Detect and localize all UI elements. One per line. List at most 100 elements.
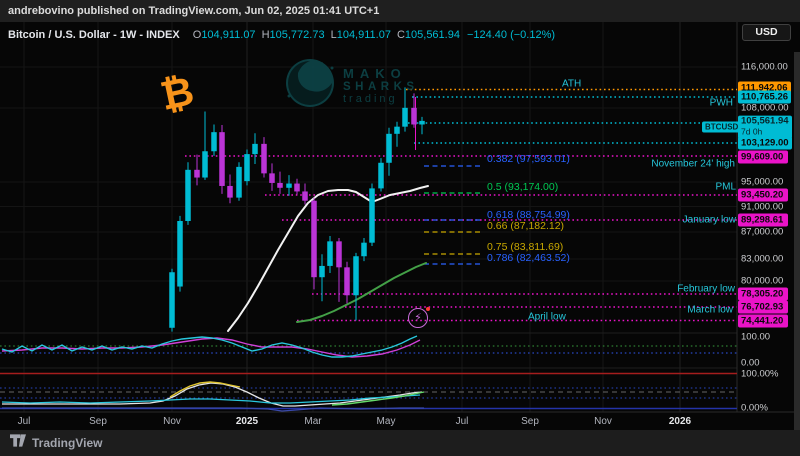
candle-body [177,220,183,287]
price-level-label: 99,609.00 [738,150,788,164]
candle-body [294,183,300,192]
stoch-d-line [1,337,421,358]
panel2-yellow-line [169,381,241,398]
candle-body [211,132,217,152]
ohlc-letter: C [396,29,405,41]
ohlc-values: O104,911.07 H105,772.73 L104,911.07 C105,56… [187,29,460,41]
time-scale[interactable] [0,412,737,430]
current-price-label: 105,561.94 7d 0h [738,115,792,139]
scrollbar[interactable] [794,52,800,456]
fib-label: 0.75 (83,811.69) [487,241,564,253]
ohlc-letter: L [330,29,337,41]
price-axis-label: 108,000.00 [741,102,789,114]
ohlc-letter: H [261,29,270,41]
candle-body [286,183,292,188]
price-axis-label: 116,000.00 [741,61,788,73]
annotation-april-low: April low [528,311,566,322]
candle-body [277,182,283,188]
candle-body [419,120,425,125]
fib-label: 0.66 (87,182.12) [487,220,565,232]
watermark-line1: MAKO [343,66,407,81]
candle-body [236,166,242,198]
candle-body [353,256,359,296]
ohlc-letter: O [192,29,202,41]
symbol-tag: BTCUSD [702,121,742,133]
fib-label: 0.382 (97,593.01) [487,153,570,165]
candle-body [369,188,375,243]
time-tick-label: Sep [521,416,539,427]
panel2-green-line [331,391,425,406]
ma-green-line [296,262,427,323]
price-level-label: 78,305.20 [738,287,788,301]
price-level-label: 74,441.20 [738,314,788,327]
annotation-pml: PML [715,181,736,193]
candle-body [169,272,175,328]
price-axis-label: 0.00 [741,357,760,369]
panel2-cyan-line [1,394,421,404]
fib-label: 0.5 (93,174.00) [487,180,559,193]
fib-label: 0.618 (88,754.99) [487,209,570,221]
price-level-label: 89,298.61 [738,213,788,227]
tradingview-icon[interactable] [10,433,26,453]
currency-button[interactable]: USD [742,24,791,41]
tradingview-footer: TradingView [0,430,800,456]
price-axis-label: 100.00 [741,331,771,343]
price-level-label: 103,129.00 [738,136,792,150]
annotation-march-low: March low [687,304,733,315]
symbol-title[interactable]: Bitcoin / U.S. Dollar - 1W - INDEX [8,29,180,41]
stoch-k-line [1,335,418,358]
candle-body [185,169,191,221]
ohlc-value: 104,911.07 [336,29,391,41]
candle-body [311,200,317,278]
time-tick-label: 2025 [235,416,259,427]
ohlc-value: 105,561.94 [404,29,460,41]
current-price: 105,561.94 [741,115,789,127]
candle-body [252,143,258,155]
lightning-icon: ⚡ [408,308,428,328]
tradingview-text[interactable]: TradingView [32,436,103,450]
ma-white-line [227,185,429,332]
watermark: MAKO SHARKS trading [283,56,419,115]
time-tick-label: May [376,416,396,427]
time-tick-label: Nov [594,416,612,427]
price-axis-label: 91,000.00 [741,201,784,212]
price-axis-label: 0.00% [741,402,768,414]
price-axis-label: 80,000.00 [741,275,784,287]
ohlc-value: 105,772.73 [269,29,325,41]
bar-countdown: 7d 0h [741,126,763,137]
lightning-badge-dot [426,307,430,311]
candle-body [402,107,408,127]
candle-body [269,173,275,183]
watermark-line3: trading [343,93,398,105]
annotation-february-low: February low [677,283,735,294]
price-level-label: 110,765.26 [738,90,792,104]
candle-body [386,133,392,163]
candle-body [378,162,384,189]
annotation-january-low: January low [682,214,736,226]
candle-body [261,143,267,174]
fib-label: 0.786 (82,463.52) [487,251,570,264]
candle-body [344,267,350,296]
time-tick-label: Mar [304,416,322,427]
candle-body [227,185,233,198]
candle-body [361,242,367,257]
ohlc-value: 104,911.07 [201,29,256,41]
symbol-row[interactable]: Bitcoin / U.S. Dollar - 1W - INDEX O104,9… [8,29,555,41]
price-level-label: 93,450.20 [738,188,788,202]
candle-body [327,241,333,266]
change-value: −124.40 (−0.12%) [466,29,556,41]
price-axis-label: 95,000.00 [741,176,784,188]
annotation-pwh: PWH [709,97,733,108]
price-axis-label: 100.00% [741,368,779,379]
candle-body [394,126,400,134]
candle-body [302,191,308,201]
candle-body [336,241,342,268]
time-tick-label: Jul [17,416,31,427]
price-axis-label: 83,000.00 [741,253,784,265]
annotation-ath: ATH [562,78,582,90]
shark-logo-icon [283,56,337,115]
candle-body [219,132,225,186]
panel2-white-line [2,382,423,407]
